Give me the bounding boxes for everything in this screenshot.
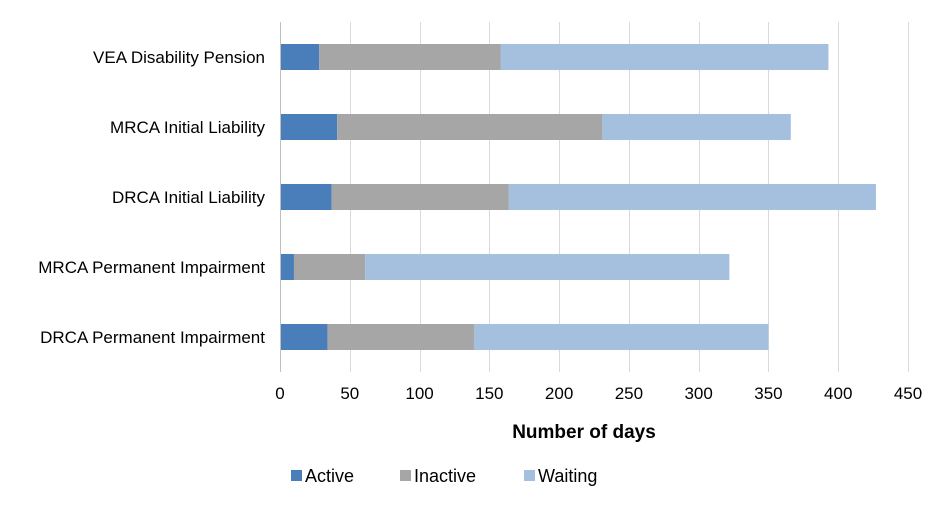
category-label: MRCA Permanent Impairment [38, 258, 265, 277]
x-tick-label: 100 [405, 384, 433, 403]
legend-swatch-active [291, 470, 302, 481]
bar-segment-active [280, 114, 338, 140]
legend: Active Inactive Waiting [291, 466, 597, 486]
bar-segment-inactive [331, 184, 509, 210]
bar-segment-active [280, 254, 294, 280]
bar-segment-waiting [500, 44, 829, 70]
bar-segment-active [280, 184, 332, 210]
legend-label-inactive: Inactive [414, 466, 476, 486]
x-axis-title: Number of days [512, 422, 656, 443]
category-label: MRCA Initial Liability [110, 118, 265, 137]
x-tick-label: 50 [340, 384, 359, 403]
category-label: VEA Disability Pension [93, 48, 265, 67]
bar-segment-waiting [602, 114, 791, 140]
x-tick-label: 150 [475, 384, 503, 403]
x-tick-label: 450 [894, 384, 922, 403]
x-tick-label: 250 [615, 384, 643, 403]
legend-swatch-waiting [524, 470, 535, 481]
bar-segment-inactive [337, 114, 603, 140]
bar-segment-waiting [508, 184, 876, 210]
x-tick-labels: 0 50 100 150 200 250 300 350 400 450 [275, 384, 922, 403]
x-tick-label: 300 [684, 384, 712, 403]
bar-segment-inactive [327, 324, 474, 350]
legend-label-active: Active [305, 466, 354, 486]
bar-segment-inactive [319, 44, 501, 70]
legend-label-waiting: Waiting [538, 466, 597, 486]
bar-segment-active [280, 324, 328, 350]
category-labels: VEA Disability Pension MRCA Initial Liabi… [38, 48, 265, 347]
bar-segment-active [280, 44, 320, 70]
bar-segment-inactive [293, 254, 366, 280]
x-tick-label: 200 [545, 384, 573, 403]
bar-segment-waiting [365, 254, 730, 280]
x-tick-label: 0 [275, 384, 284, 403]
x-tick-label: 350 [754, 384, 782, 403]
legend-swatch-inactive [400, 470, 411, 481]
category-label: DRCA Permanent Impairment [40, 328, 265, 347]
bars [280, 44, 876, 350]
x-tick-label: 400 [824, 384, 852, 403]
category-label: DRCA Initial Liability [112, 188, 266, 207]
bar-segment-waiting [473, 324, 769, 350]
